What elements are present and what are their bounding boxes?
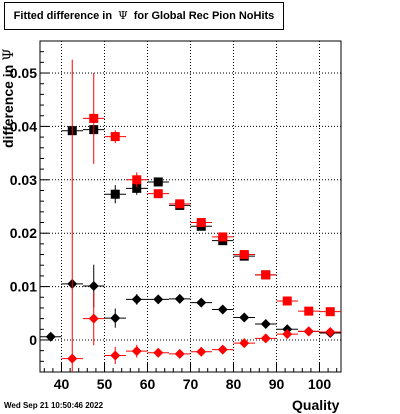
diamond-marker	[67, 353, 78, 364]
grid-lines	[40, 41, 341, 372]
square-marker	[196, 218, 206, 228]
y-tick-label: 0.05	[10, 65, 37, 81]
square-marker	[282, 296, 292, 306]
x-tick-label: 70	[183, 376, 199, 392]
diamond-marker	[260, 318, 271, 329]
square-marker	[218, 232, 228, 242]
x-tick-label: 100	[308, 376, 332, 392]
y-axis-label-text: difference in	[0, 64, 16, 148]
square-marker	[239, 250, 249, 260]
diamond-marker	[325, 326, 336, 337]
diamond-marker	[196, 346, 207, 357]
diamond-marker	[239, 338, 250, 349]
diamond-marker	[131, 294, 142, 305]
title-symbol: Ψ	[118, 9, 128, 22]
diamond-marker	[88, 281, 99, 292]
y-tick-label: 0	[29, 332, 37, 348]
square-marker	[304, 306, 314, 316]
diamond-marker	[217, 304, 228, 315]
square-marker	[132, 183, 142, 193]
square-marker	[153, 189, 163, 199]
y-tick-label: 0.04	[10, 118, 37, 134]
y-axis-label-symbol: Ψ	[1, 48, 17, 61]
diamond-marker	[196, 297, 207, 308]
diamond-marker	[260, 333, 271, 344]
y-axis-label: difference in Ψ	[0, 48, 17, 148]
axis-ticks	[40, 40, 338, 373]
x-tick-label: 40	[54, 376, 70, 392]
x-axis-label: Quality	[292, 397, 340, 413]
timestamp: Wed Sep 21 10:50:46 2022	[4, 401, 104, 410]
y-tick-label: 0.02	[10, 225, 37, 241]
title-suffix: for Global Rec Pion NoHits	[133, 10, 275, 22]
diamond-marker	[282, 329, 293, 340]
title-prefix: Fitted difference in	[13, 10, 113, 22]
y-tick-label: 0.01	[10, 279, 37, 295]
square-marker	[261, 270, 271, 280]
y-tick-label: 0.03	[10, 172, 37, 188]
square-marker	[175, 199, 185, 209]
square-marker	[153, 177, 163, 187]
square-marker	[132, 175, 142, 185]
diamond-marker	[110, 313, 121, 324]
diamond-marker	[303, 326, 314, 337]
diamond-marker	[153, 347, 164, 358]
square-marker	[89, 113, 99, 123]
x-tick-label: 90	[269, 376, 285, 392]
diamond-marker	[174, 293, 185, 304]
square-marker	[325, 307, 335, 317]
square-marker	[110, 189, 120, 199]
diamond-marker	[88, 313, 99, 324]
diamond-marker	[110, 350, 121, 361]
square-marker	[110, 132, 120, 142]
x-tick-label: 80	[226, 376, 242, 392]
tick-labels: 40 50 60 70 80 90 100 0 0.01 0.02 0.03 0.04 0.05	[10, 65, 332, 392]
data-marks	[40, 59, 341, 372]
diamond-marker	[45, 331, 56, 342]
diamond-marker	[131, 346, 142, 357]
diamond-marker	[217, 344, 228, 355]
diamond-marker	[153, 294, 164, 305]
diamond-marker	[174, 348, 185, 359]
diamond-marker	[239, 312, 250, 323]
x-tick-label: 50	[97, 376, 113, 392]
x-tick-label: 60	[140, 376, 156, 392]
